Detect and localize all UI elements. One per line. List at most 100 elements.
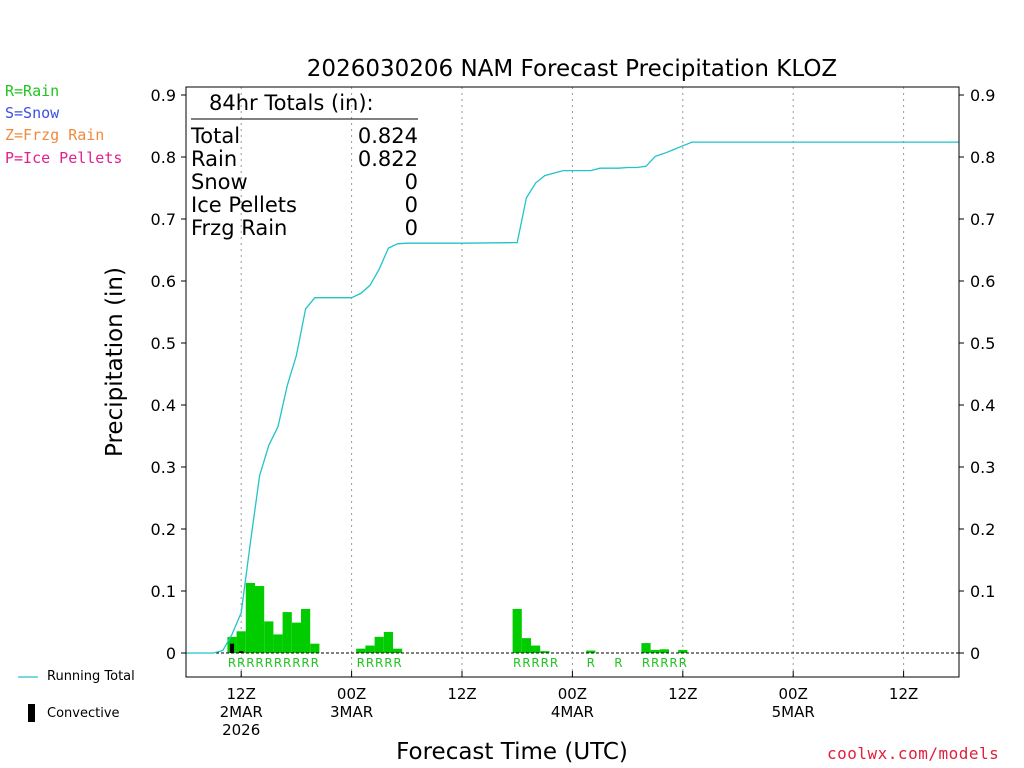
y-tick-label-left: 0.4	[151, 396, 176, 415]
y-tick-label-right: 0.2	[970, 520, 995, 539]
precip-bar	[301, 608, 311, 653]
x-tick-label: 2026	[222, 721, 260, 739]
y-tick-label-right: 0.8	[970, 148, 995, 167]
x-tick-label: 2MAR	[220, 703, 263, 721]
totals-value-snow: 0	[404, 170, 418, 194]
precip-type-code: R	[393, 656, 401, 670]
precip-type-code: R	[292, 656, 300, 670]
precip-type-code: R	[228, 656, 236, 670]
legend-running-total-label: Running Total	[47, 669, 135, 684]
type-legend-frzg-rain: Z=Frzg Rain	[5, 126, 105, 144]
watermark: coolwx.com/models	[827, 744, 1000, 763]
x-tick-label: 00Z	[779, 685, 808, 703]
convective-bar	[239, 651, 244, 653]
precip-bar	[264, 621, 274, 653]
precip-type-code: R	[550, 656, 558, 670]
x-tick-label: 4MAR	[551, 703, 594, 721]
totals-value-ice-pellets: 0	[404, 193, 418, 217]
totals-label-ice-pellets: Ice Pellets	[191, 193, 297, 217]
type-legend-rain: R=Rain	[5, 82, 60, 100]
precip-type-code: R	[587, 656, 595, 670]
precip-bar	[383, 631, 393, 653]
gridlines	[240, 87, 905, 677]
precip-type-code: R	[384, 656, 392, 670]
precip-type-code: R	[265, 656, 273, 670]
y-tick-label-left: 0.5	[151, 334, 176, 353]
y-tick-label-left: 0.6	[151, 272, 176, 291]
y-tick-label-right: 0.9	[970, 86, 995, 105]
type-legend-ice-pellets: P=Ice Pellets	[5, 149, 123, 167]
precip-type-code: R	[237, 656, 245, 670]
precip-type-code: R	[357, 656, 365, 670]
y-tick-label-left: 0	[166, 644, 176, 663]
precip-type-code: R	[660, 656, 668, 670]
y-tick-label-right: 0.3	[970, 458, 995, 477]
precip-bar	[310, 643, 320, 653]
y-tick-label-right: 0.1	[970, 582, 995, 601]
precip-bar	[282, 612, 292, 653]
y-axis-label: Precipitation (in)	[102, 267, 128, 457]
x-tick-label: 12Z	[668, 685, 697, 703]
precip-bar	[374, 636, 384, 653]
precip-type-code: R	[301, 656, 309, 670]
y-tick-label-right: 0.5	[970, 334, 995, 353]
x-tick-label: 00Z	[558, 685, 587, 703]
precip-bar	[255, 586, 265, 653]
precip-type-code: R	[522, 656, 530, 670]
x-tick-label: 00Z	[337, 685, 366, 703]
x-axis-label: Forecast Time (UTC)	[396, 739, 628, 765]
precip-bar	[540, 651, 550, 653]
precip-type-code: R	[366, 656, 374, 670]
totals-value-frzg-rain: 0	[404, 216, 418, 240]
y-tick-label-right: 0	[970, 644, 980, 663]
y-tick-label-left: 0.7	[151, 210, 176, 229]
chart-title: 2026030206 NAM Forecast Precipitation KL…	[307, 56, 837, 82]
y-tick-label-left: 0.1	[151, 582, 176, 601]
totals-header: 84hr Totals (in):	[209, 91, 374, 115]
y-tick-label-right: 0.7	[970, 210, 995, 229]
y-tick-label-right: 0.6	[970, 272, 995, 291]
precip-type-code: R	[513, 656, 521, 670]
precip-bar	[393, 648, 403, 653]
convective-bar	[229, 643, 235, 653]
precip-type-code: R	[246, 656, 254, 670]
precip-type-code: R	[274, 656, 282, 670]
x-tick-label: 12Z	[447, 685, 476, 703]
precip-type-code: R	[283, 656, 291, 670]
totals-label-snow: Snow	[191, 170, 248, 194]
y-tick-label-left: 0.8	[151, 148, 176, 167]
precip-bar	[650, 649, 660, 653]
precip-bar	[356, 648, 366, 653]
precip-type-code: R	[679, 656, 687, 670]
precip-type-code: R	[541, 656, 549, 670]
precip-bar	[641, 643, 651, 653]
y-tick-label-left: 0.2	[151, 520, 176, 539]
precip-type-code: R	[642, 656, 650, 670]
totals-value-rain: 0.822	[357, 147, 418, 171]
y-tick-label-right: 0.4	[970, 396, 995, 415]
precip-bar	[521, 638, 531, 653]
y-tick-label-left: 0.3	[151, 458, 176, 477]
precip-bar	[512, 608, 522, 653]
precip-type-code: R	[669, 656, 677, 670]
precip-bar	[236, 631, 246, 653]
x-tick-label: 12Z	[227, 685, 256, 703]
running-total-line	[186, 141, 959, 654]
x-tick-label: 3MAR	[330, 703, 373, 721]
precip-type-code: R	[614, 656, 622, 670]
totals-label-rain: Rain	[191, 147, 238, 171]
x-tick-label: 5MAR	[772, 703, 815, 721]
precip-type-code: R	[531, 656, 539, 670]
precip-bar	[586, 650, 596, 653]
precip-bar	[291, 622, 301, 653]
precip-bar	[245, 582, 255, 653]
y-axis-ticks: 0 00.1 0.10.2 0.20.3 0.30.4 0.40.5 0.50.6 0.60.…	[151, 86, 996, 663]
precip-bar	[273, 634, 283, 653]
precip-bar	[659, 649, 669, 653]
totals-label-frzg-rain: Frzg Rain	[191, 216, 288, 240]
precip-bar	[531, 645, 541, 653]
precip-bar	[678, 649, 688, 653]
